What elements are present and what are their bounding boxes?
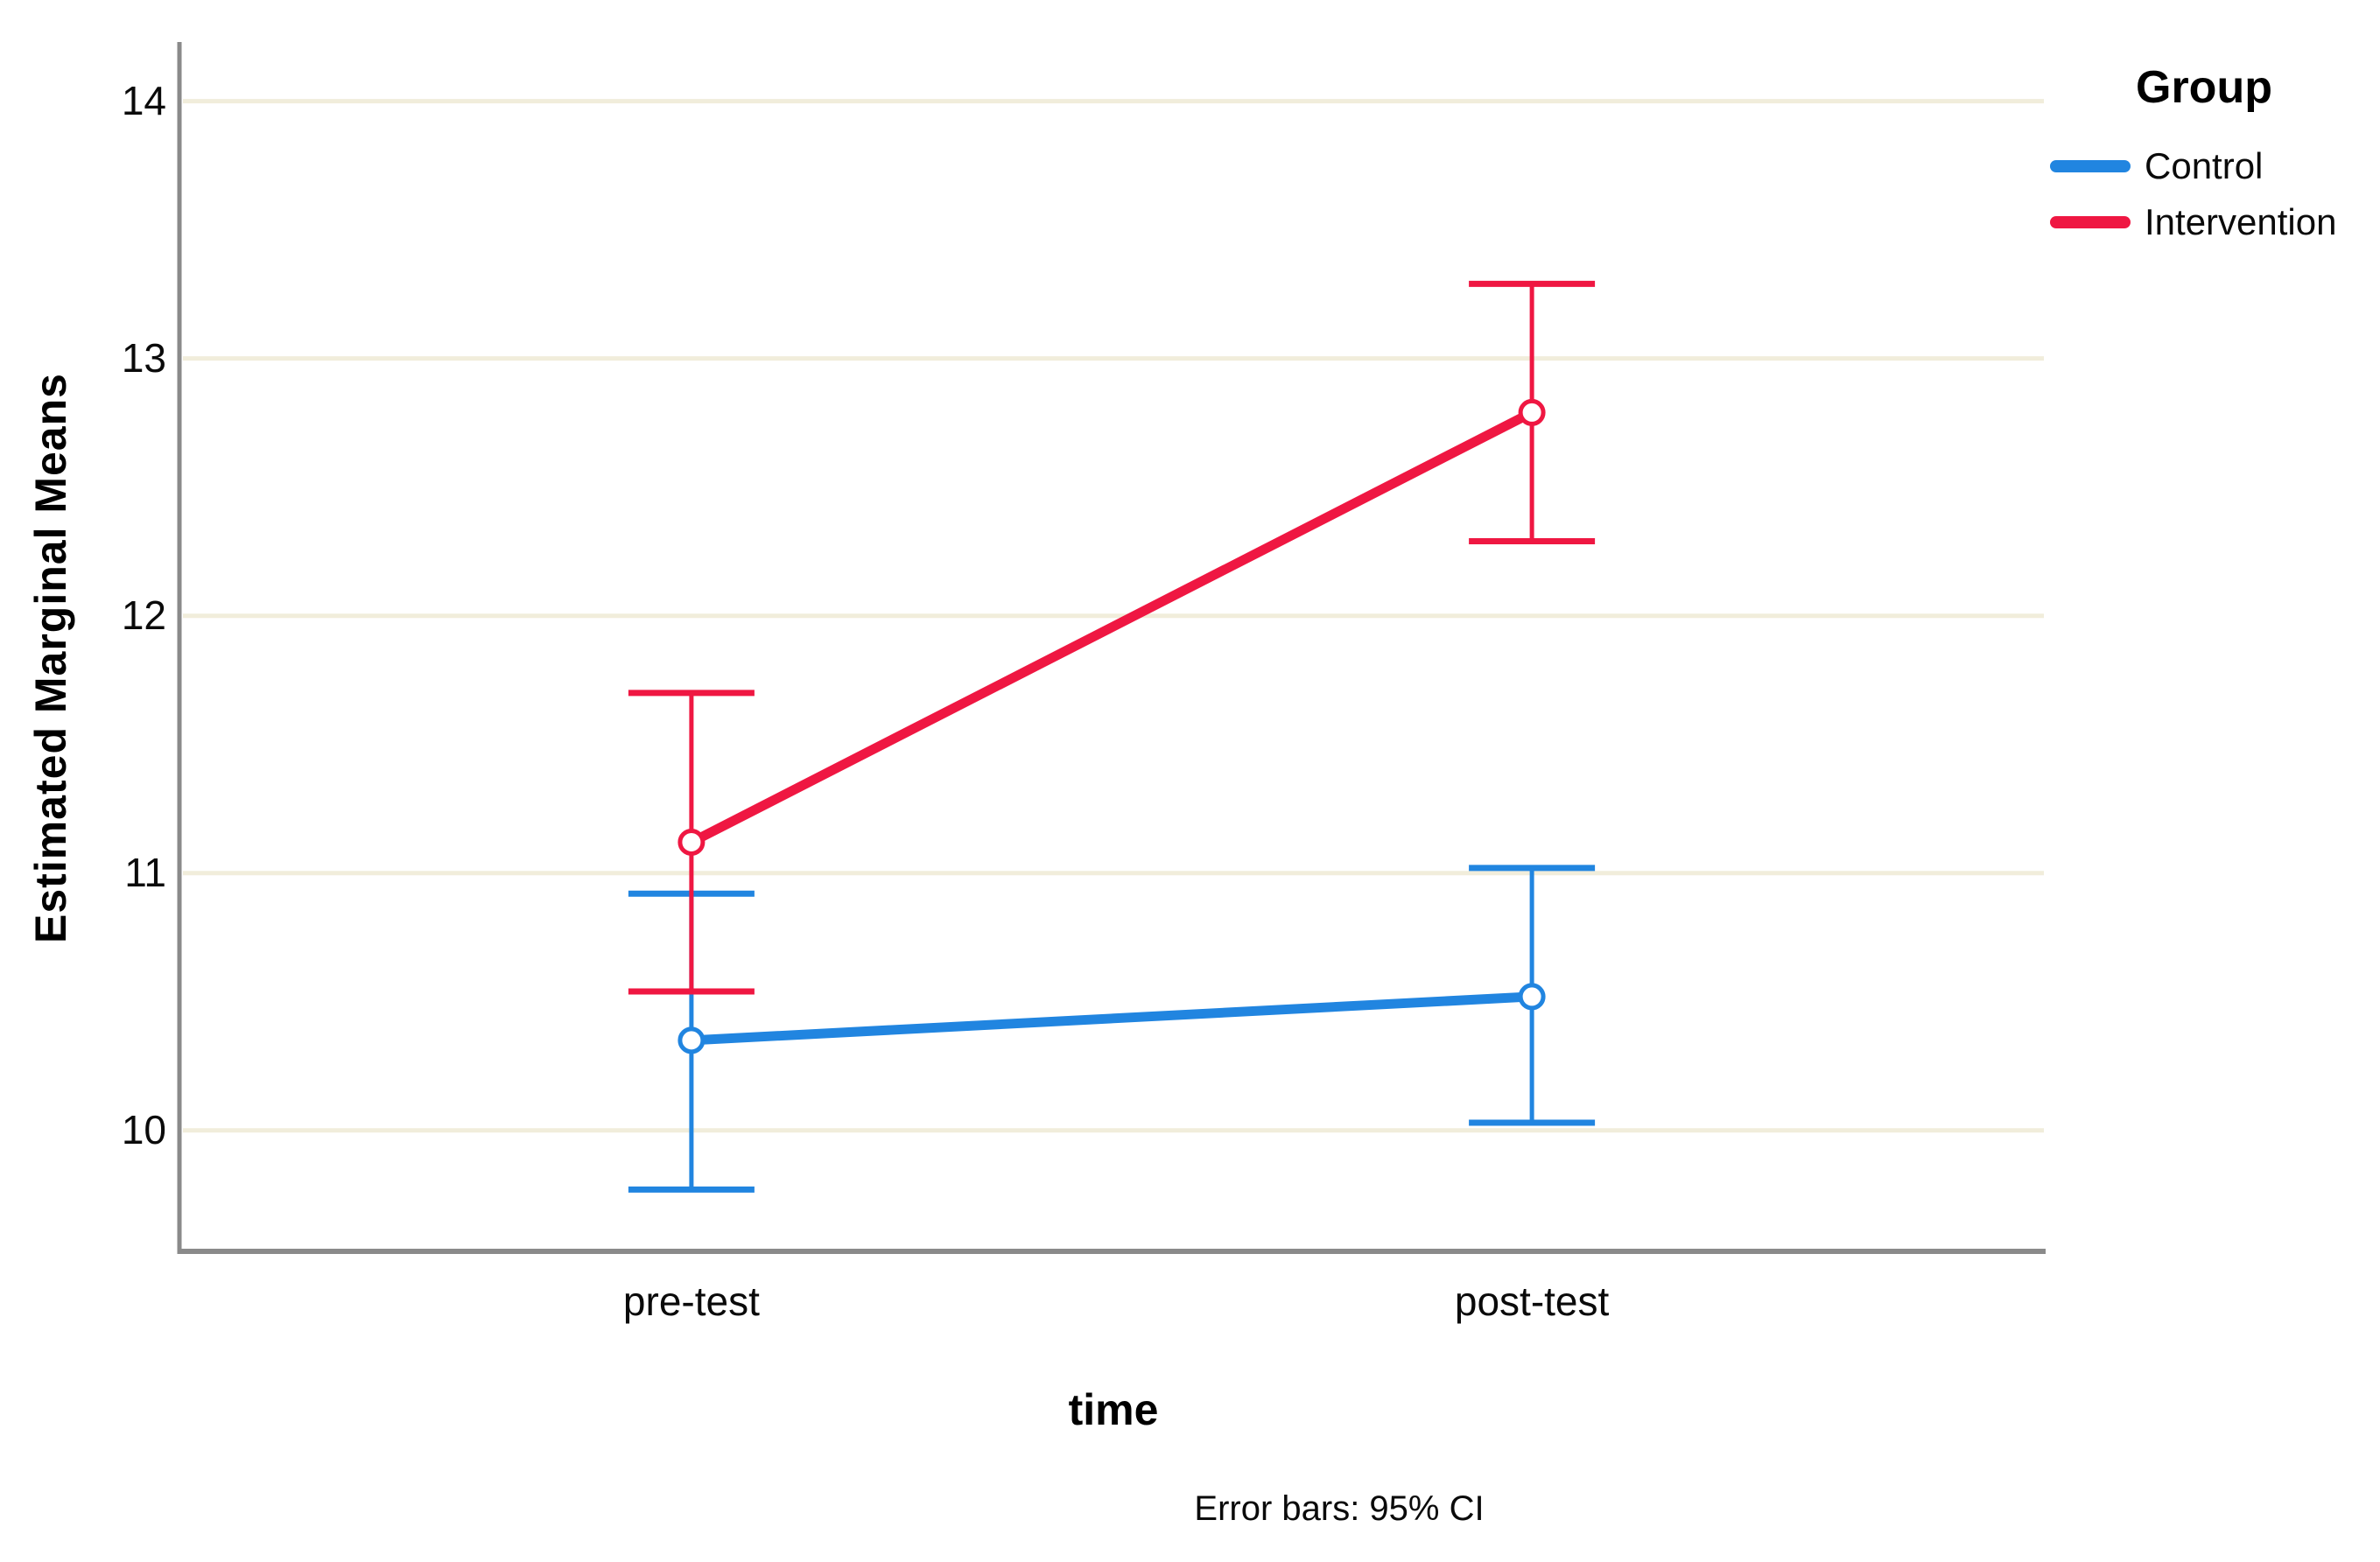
series-line-intervention (689, 408, 1534, 847)
x-axis-title: time (1068, 1385, 1159, 1434)
legend-item-control: Control (2050, 145, 2358, 187)
y-tick-label-12: 12 (121, 592, 166, 638)
y-tick-label-10: 10 (121, 1106, 166, 1152)
y-axis-title: Estimated Marginal Means (26, 373, 75, 943)
legend-title: Group (2136, 62, 2272, 113)
control-series-swatch (2050, 160, 2131, 172)
marker-control-pre-test (677, 1026, 706, 1054)
marker-intervention-pre-test (677, 828, 706, 856)
marker-control-post-test (1518, 983, 1546, 1011)
legend: Group Control Intervention (2050, 61, 2358, 257)
y-tick-label-11: 11 (124, 849, 166, 895)
legend-label-intervention: Intervention (2145, 201, 2337, 242)
y-tick-label-13: 13 (121, 334, 166, 381)
legend-label-control: Control (2145, 145, 2264, 186)
error-bars-note: Error bars: 95% CI (1194, 1489, 1485, 1528)
x-tick-label-post-test: post-test (1454, 1278, 1610, 1324)
x-tick-label-pre-test: pre-test (622, 1278, 760, 1324)
marker-intervention-post-test (1518, 398, 1546, 426)
series-line-control (691, 991, 1533, 1046)
legend-item-intervention: Intervention (2050, 201, 2358, 243)
intervention-series-swatch (2050, 216, 2131, 228)
y-tick-label-14: 14 (121, 77, 166, 123)
